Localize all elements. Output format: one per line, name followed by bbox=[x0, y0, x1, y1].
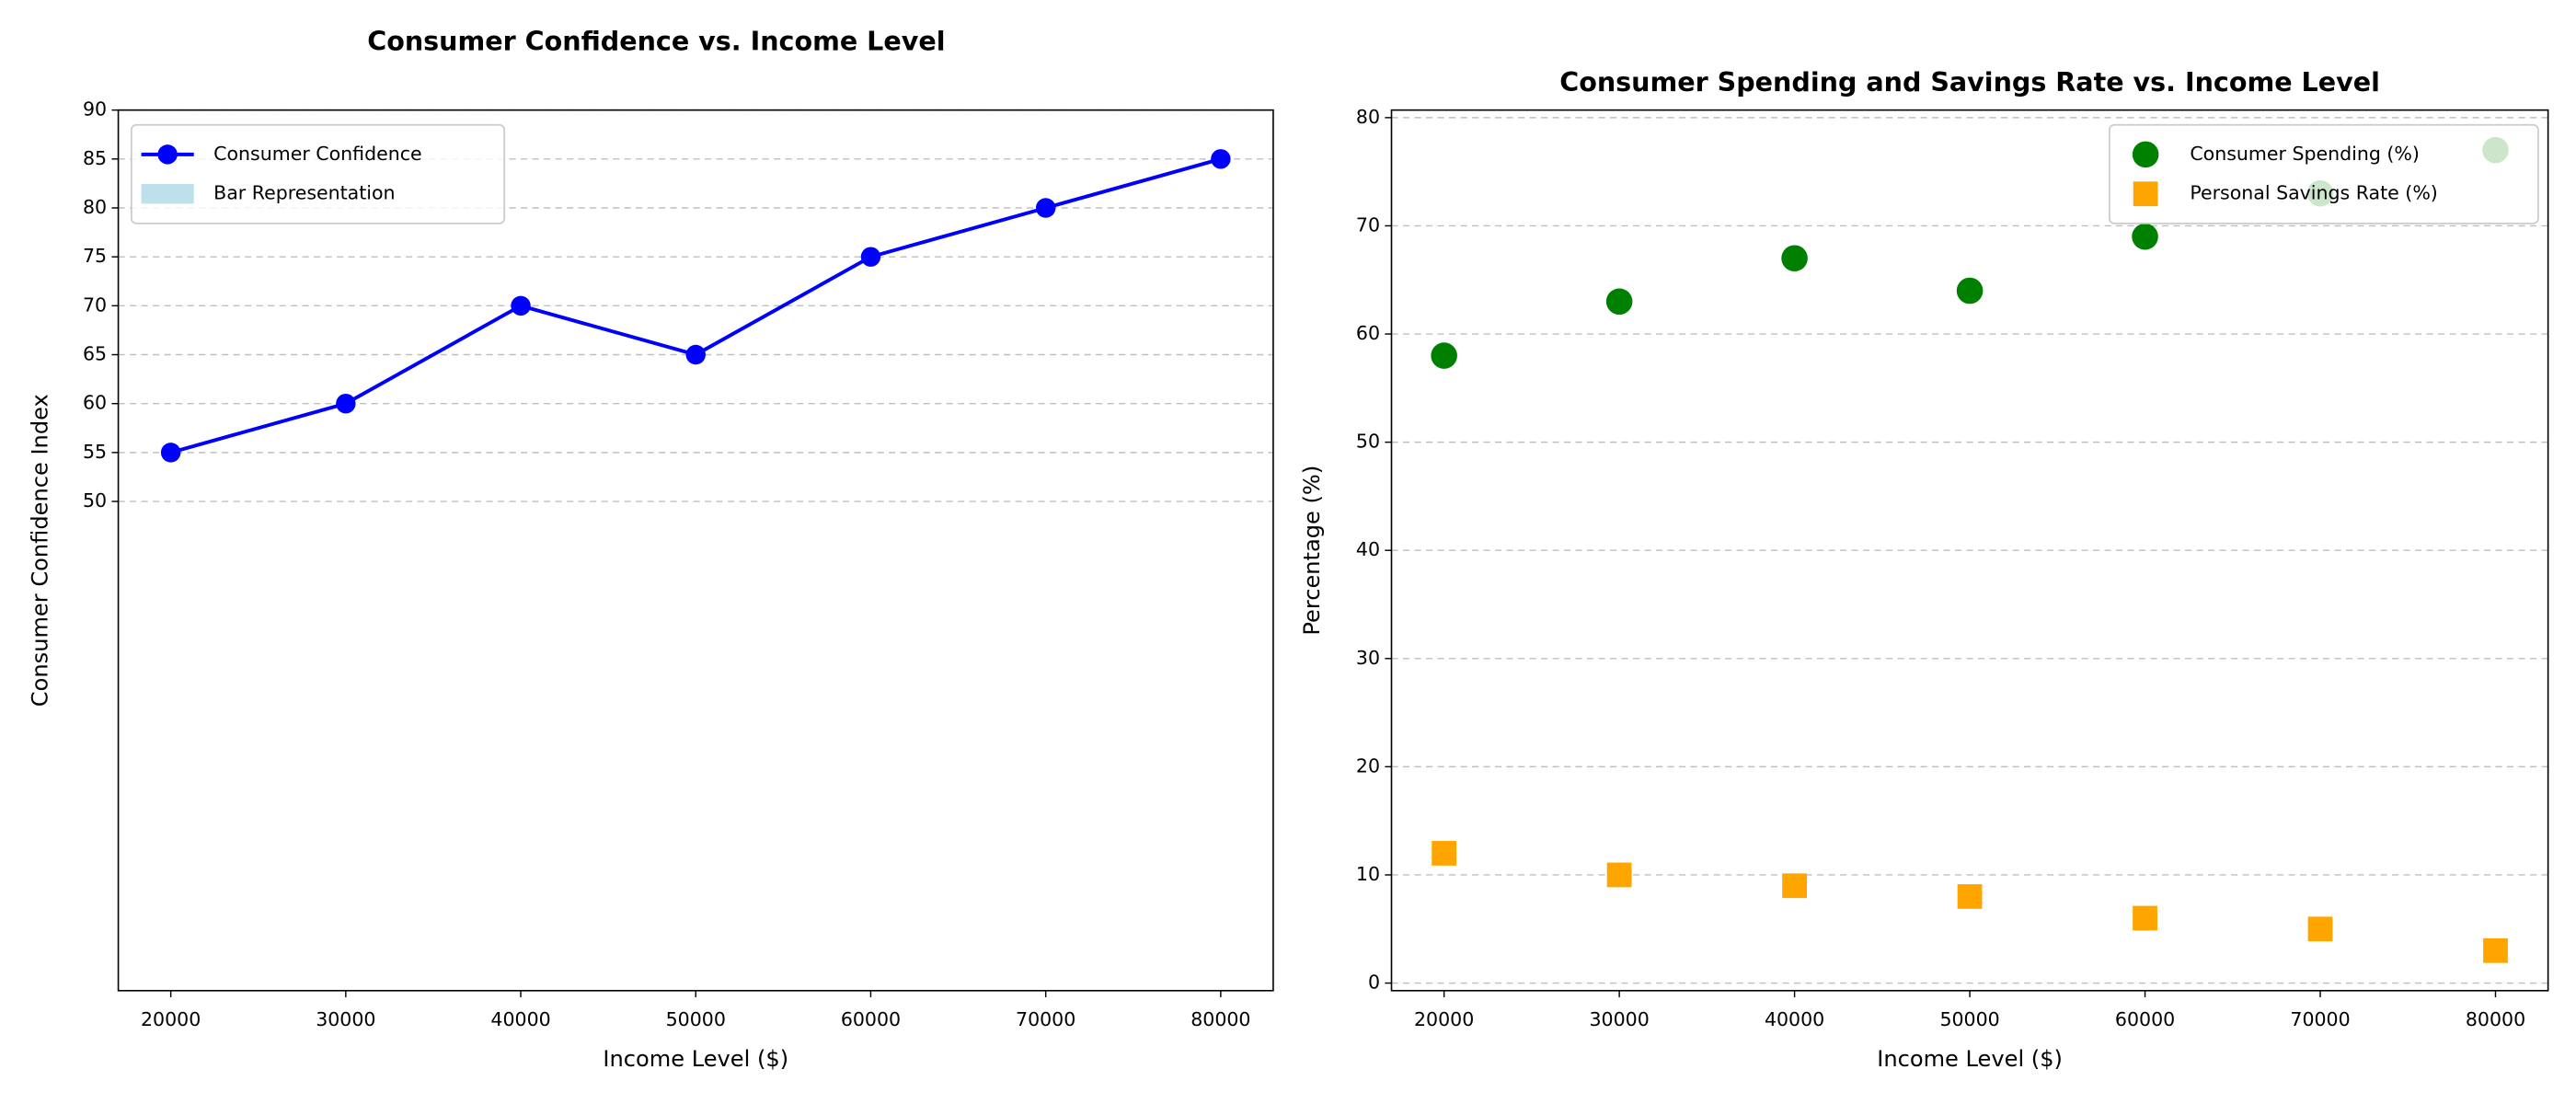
legend-box bbox=[2108, 123, 2539, 224]
marker bbox=[511, 295, 531, 316]
legend-label: Bar Representation bbox=[213, 182, 395, 204]
y-tick-label: 60 bbox=[1356, 322, 1380, 344]
marker bbox=[1211, 149, 1231, 169]
y-tick-label: 70 bbox=[1356, 213, 1380, 236]
marker bbox=[1432, 841, 1457, 866]
x-tick-label: 30000 bbox=[316, 1008, 375, 1030]
y-tick-label: 40 bbox=[1356, 538, 1380, 560]
legend-marker bbox=[2132, 141, 2159, 168]
x-axis-label: Income Level ($) bbox=[1877, 1046, 2063, 1072]
y-tick-label: 90 bbox=[83, 98, 107, 121]
x-axis-label: Income Level ($) bbox=[603, 1046, 788, 1072]
legend-marker bbox=[2133, 181, 2158, 207]
y-tick-label: 85 bbox=[83, 147, 107, 169]
marker bbox=[1781, 245, 1808, 272]
x-tick-label: 50000 bbox=[1939, 1008, 1999, 1030]
x-tick-label: 50000 bbox=[666, 1008, 726, 1030]
marker bbox=[1035, 198, 1056, 218]
x-tick-label: 40000 bbox=[490, 1008, 550, 1030]
x-tick-label: 80000 bbox=[2466, 1008, 2525, 1030]
x-tick-label: 60000 bbox=[2115, 1008, 2175, 1030]
chart-title: Consumer Spending and Savings Rate vs. I… bbox=[1559, 66, 2380, 98]
x-tick-label: 60000 bbox=[841, 1008, 901, 1030]
x-tick-label: 70000 bbox=[2290, 1008, 2350, 1030]
marker bbox=[1957, 884, 1983, 909]
marker bbox=[160, 443, 181, 463]
marker bbox=[2307, 916, 2333, 942]
marker bbox=[2133, 905, 2157, 931]
plot-frame bbox=[1390, 109, 2549, 992]
x-tick-label: 20000 bbox=[1414, 1008, 1474, 1030]
y-tick-label: 70 bbox=[83, 293, 107, 316]
x-tick-label: 70000 bbox=[1016, 1008, 1075, 1030]
marker bbox=[1782, 873, 1807, 899]
y-axis-label: Consumer Confidence Index bbox=[28, 394, 53, 707]
legend: Consumer Confidence Bar Representation bbox=[130, 123, 506, 224]
marker bbox=[685, 344, 706, 365]
y-tick-label: 75 bbox=[83, 245, 107, 267]
x-tick-label: 20000 bbox=[141, 1008, 201, 1030]
legend: Consumer Spending (%) Personal Savings Ra… bbox=[2108, 123, 2539, 224]
x-tick-label: 80000 bbox=[1190, 1008, 1250, 1030]
marker bbox=[1431, 342, 1457, 369]
legend-patch bbox=[141, 184, 194, 204]
x-tick-label: 40000 bbox=[1765, 1008, 1824, 1030]
marker bbox=[1605, 288, 1633, 316]
marker bbox=[1606, 862, 1632, 888]
y-tick-label: 50 bbox=[1356, 431, 1380, 453]
x-tick-label: 30000 bbox=[1589, 1008, 1649, 1030]
y-axis-label: Percentage (%) bbox=[1299, 466, 1325, 636]
legend-label: Personal Savings Rate (%) bbox=[2190, 182, 2437, 204]
y-tick-label: 80 bbox=[1356, 106, 1380, 128]
y-tick-label: 55 bbox=[83, 441, 107, 463]
y-tick-label: 20 bbox=[1356, 754, 1380, 776]
y-tick-label: 10 bbox=[1356, 863, 1380, 885]
y-tick-label: 0 bbox=[1368, 972, 1380, 994]
marker bbox=[1956, 277, 1984, 305]
marker bbox=[2132, 223, 2158, 250]
y-tick-label: 50 bbox=[83, 489, 107, 512]
marker bbox=[860, 247, 881, 267]
legend-label: Consumer Spending (%) bbox=[2190, 143, 2420, 165]
y-tick-label: 80 bbox=[83, 196, 107, 218]
y-tick-label: 30 bbox=[1356, 647, 1380, 669]
marker bbox=[2483, 937, 2508, 963]
marker bbox=[336, 393, 356, 414]
chart-title: Consumer Confidence vs. Income Level bbox=[367, 25, 945, 56]
legend-box bbox=[130, 123, 506, 224]
legend-label: Consumer Confidence bbox=[213, 143, 421, 165]
y-tick-label: 65 bbox=[83, 343, 107, 365]
legend-marker bbox=[157, 144, 178, 165]
y-tick-label: 60 bbox=[83, 392, 107, 414]
plot-frame bbox=[117, 109, 1274, 992]
